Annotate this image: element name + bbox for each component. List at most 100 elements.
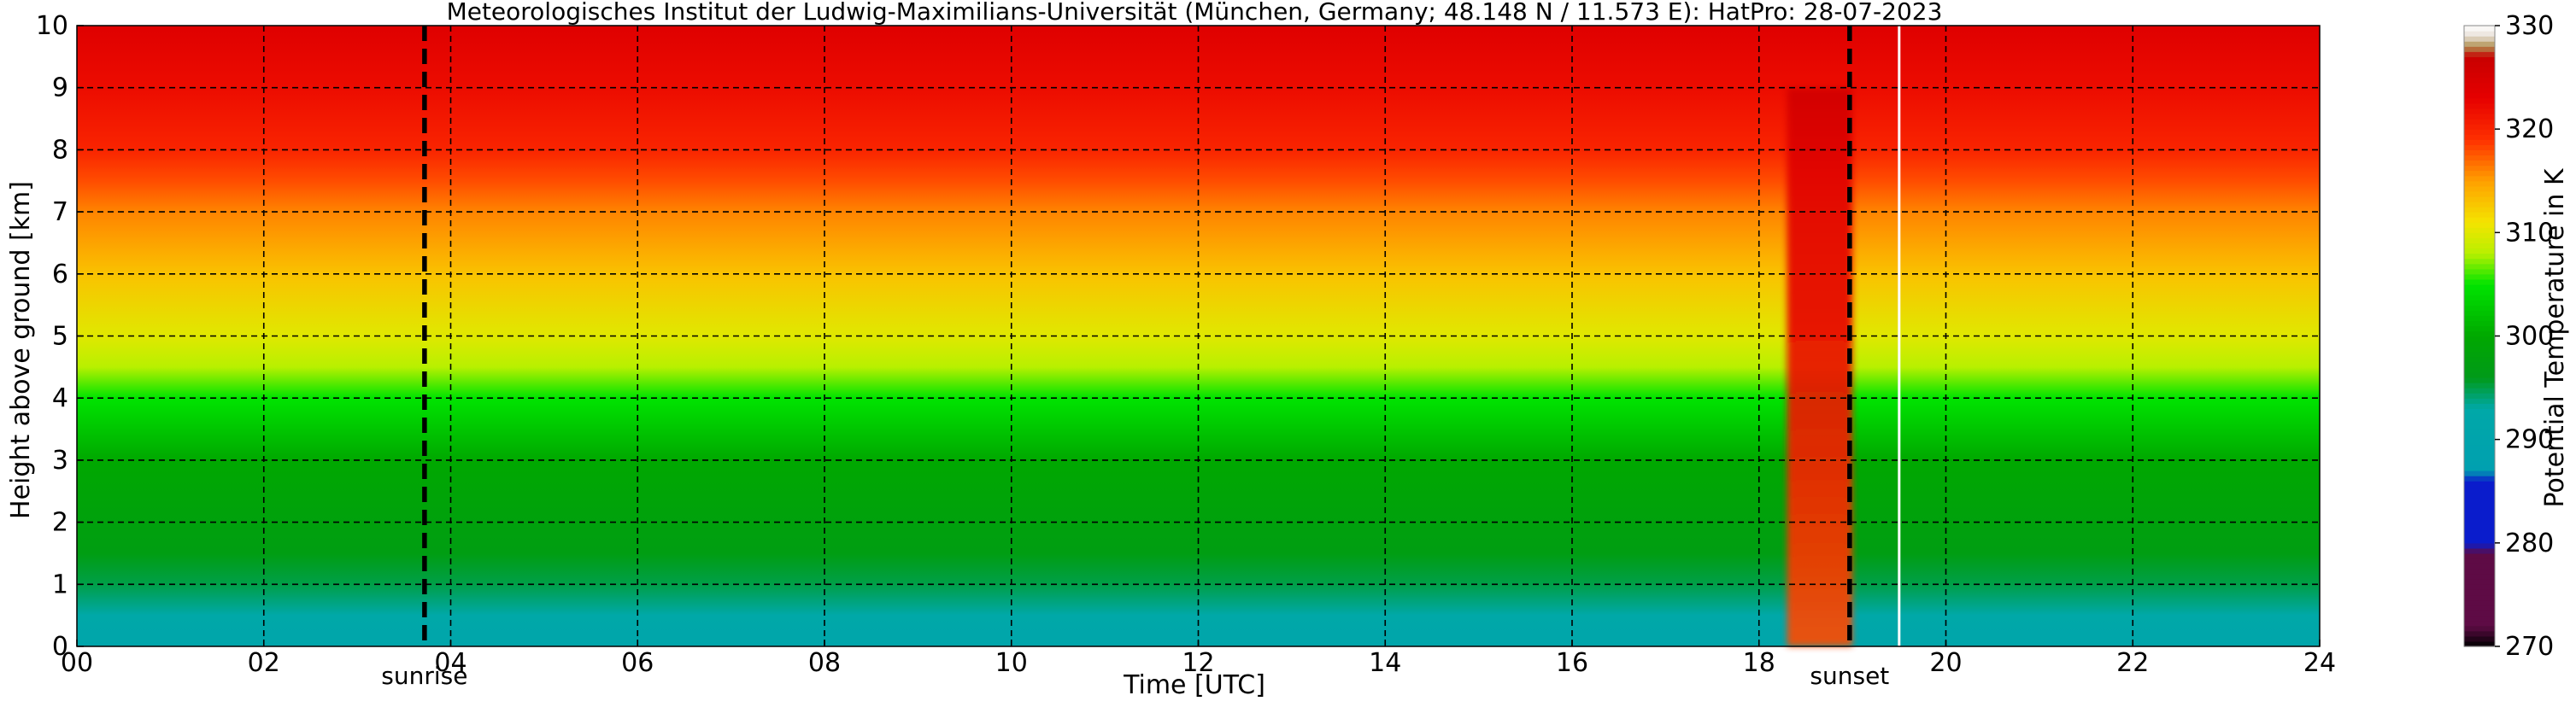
chart-title: Meteorologisches Institut der Ludwig-Max… [447,0,1943,26]
colorbar-band [2464,552,2495,559]
x-tick-label: 16 [1556,648,1588,678]
x-tick-label: 08 [808,648,841,678]
colorbar-band [2464,227,2495,233]
colorbar-band [2464,67,2495,73]
colorbar-band [2464,527,2495,534]
colorbar-band [2464,207,2495,213]
colorbar-band [2464,155,2495,161]
colorbar-band [2464,377,2495,383]
colorbar-band [2464,599,2495,606]
colorbar-band [2464,424,2495,430]
event-markers: sunrise sunset [381,26,1889,690]
y-tick-label: 6 [52,260,68,289]
sunset-label: sunset [1810,662,1889,690]
colorbar-band [2464,300,2495,306]
colorbar-band [2464,454,2495,461]
colorbar-band [2464,330,2495,337]
colorbar-band [2464,388,2495,394]
colorbar-band [2464,605,2495,611]
colorbar-band [2464,610,2495,616]
y-tick-label: 9 [52,73,68,103]
colorbar-band [2464,242,2495,249]
colorbar-band [2464,97,2495,104]
colorbar-band [2464,283,2495,290]
x-tick-label: 24 [2303,648,2336,678]
colorbar-label: Potential Temperature in K [2540,167,2570,507]
colorbar-band [2464,625,2495,632]
colorbar-band [2464,459,2495,466]
colorbar-band [2464,434,2495,441]
colorbar-band [2464,175,2495,182]
colorbar-band [2464,403,2495,409]
colorbar-band [2464,579,2495,585]
y-tick-label: 1 [52,570,68,599]
colorbar-band [2464,263,2495,270]
colorbar-band [2464,418,2495,425]
colorbar-tick-label: 310 [2505,218,2554,248]
y-tick-label: 7 [52,197,68,227]
x-tick-label: 04 [434,648,466,678]
colorbar-band [2464,108,2495,114]
colorbar-band [2464,119,2495,125]
colorbar-band [2464,165,2495,172]
colorbar-band [2464,346,2495,353]
colorbar-band [2464,77,2495,84]
colorbar-band [2464,258,2495,265]
colorbar-band [2464,51,2495,57]
grid-lines [77,26,2320,646]
colorbar-band [2464,31,2495,37]
colorbar-band [2464,589,2495,596]
colorbar-band [2464,594,2495,601]
colorbar-band [2464,393,2495,399]
colorbar-band [2464,325,2495,332]
colorbar-band [2464,506,2495,513]
colorbar-band [2464,124,2495,130]
colorbar-band [2464,439,2495,446]
colorbar-band [2464,222,2495,228]
colorbar-band [2464,383,2495,389]
colorbar-band [2464,542,2495,549]
colorbar-band [2464,305,2495,311]
colorbar-band [2464,532,2495,539]
colorbar-band [2464,289,2495,295]
colorbar-band [2464,212,2495,218]
x-tick-label: 00 [61,648,93,678]
colorbar-band [2464,465,2495,471]
colorbar-band [2464,640,2495,647]
colorbar-band [2464,569,2495,575]
colorbar-band [2464,615,2495,622]
colorbar-band [2464,351,2495,358]
colorbar-band [2464,429,2495,435]
colorbar-band [2464,278,2495,285]
colorbar-band [2464,72,2495,79]
colorbar-band [2464,361,2495,368]
colorbar-band [2464,413,2495,420]
colorbar-band [2464,41,2495,47]
colorbar-band [2464,149,2495,156]
colorbar-band [2464,217,2495,223]
colorbar-band [2464,486,2495,492]
y-tick-label: 10 [36,11,68,41]
colorbar-band [2464,144,2495,150]
colorbar-band [2464,113,2495,120]
colorbar-band [2464,295,2495,301]
colorbar-band [2464,61,2495,68]
colorbar-band [2464,190,2495,197]
colorbar-band [2464,620,2495,627]
colorbar-band [2464,537,2495,544]
x-tick-label: 06 [621,648,654,678]
y-tick-label: 5 [52,322,68,352]
colorbar-band [2464,237,2495,244]
colorbar-band [2464,129,2495,135]
colorbar-band [2464,248,2495,254]
colorbar-tick-label: 320 [2505,114,2554,144]
colorbar-band [2464,26,2495,32]
colorbar-band [2464,102,2495,109]
colorbar-band [2464,201,2495,207]
y-axis-label: Height above ground [km] [6,181,36,519]
colorbar-band [2464,444,2495,451]
sunrise-label: sunrise [381,662,467,690]
y-tick-label: 0 [52,632,68,662]
colorbar-band [2464,481,2495,487]
